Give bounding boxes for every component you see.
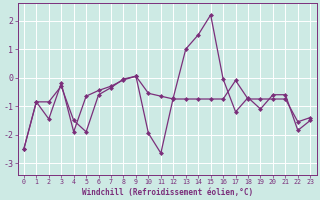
X-axis label: Windchill (Refroidissement éolien,°C): Windchill (Refroidissement éolien,°C) [82,188,253,197]
